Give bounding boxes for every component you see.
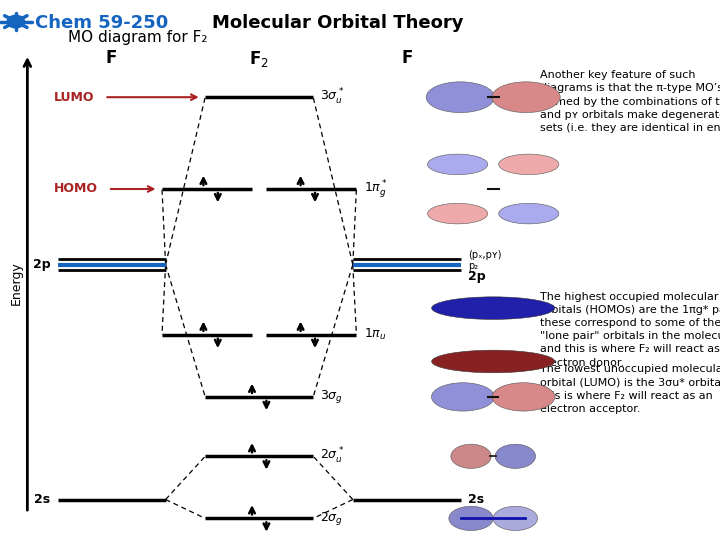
Ellipse shape	[432, 350, 554, 373]
Text: F: F	[106, 49, 117, 66]
Text: Molecular Orbital Theory: Molecular Orbital Theory	[212, 14, 464, 31]
Text: 3$\sigma_g$: 3$\sigma_g$	[320, 388, 343, 406]
Text: Another key feature of such
diagrams is that the π-type MO’s
formed by the combi: Another key feature of such diagrams is …	[540, 70, 720, 133]
Text: Chem 59-250: Chem 59-250	[35, 14, 168, 31]
Text: F: F	[401, 49, 413, 66]
Ellipse shape	[428, 204, 487, 224]
Text: Energy: Energy	[9, 261, 22, 306]
Text: 2$\sigma_g$: 2$\sigma_g$	[320, 510, 343, 527]
Ellipse shape	[492, 82, 560, 113]
Text: 2s: 2s	[35, 493, 50, 506]
Text: 2p: 2p	[33, 258, 50, 271]
Text: The highest occupied molecular
orbitals (HOMOs) are the 1πg* pair -
these corres: The highest occupied molecular orbitals …	[540, 292, 720, 368]
Text: LUMO: LUMO	[54, 91, 94, 104]
Text: MO diagram for F₂: MO diagram for F₂	[68, 30, 208, 45]
Text: 3$\sigma_u^*$: 3$\sigma_u^*$	[320, 87, 345, 107]
Text: 1$\pi_g^*$: 1$\pi_g^*$	[364, 178, 387, 200]
Text: The lowest unoccupied molecular
orbital (LUMO) is the 3σu* orbital -
this is whe: The lowest unoccupied molecular orbital …	[540, 364, 720, 414]
Text: HOMO: HOMO	[54, 183, 98, 195]
Ellipse shape	[431, 383, 495, 411]
Ellipse shape	[428, 154, 487, 174]
Ellipse shape	[426, 82, 495, 113]
Ellipse shape	[451, 444, 491, 468]
Ellipse shape	[493, 507, 538, 530]
Ellipse shape	[495, 444, 536, 468]
Text: 2s: 2s	[468, 493, 484, 506]
Text: F$_2$: F$_2$	[249, 49, 269, 69]
Text: p₂: p₂	[468, 261, 478, 271]
Ellipse shape	[499, 204, 559, 224]
Ellipse shape	[432, 297, 554, 319]
Text: 2p: 2p	[468, 270, 485, 283]
Circle shape	[6, 15, 25, 29]
Text: 2$\sigma_u^*$: 2$\sigma_u^*$	[320, 446, 345, 467]
Ellipse shape	[499, 154, 559, 174]
Text: (pₓ,pʏ): (pₓ,pʏ)	[468, 250, 502, 260]
Text: 1$\pi_u$: 1$\pi_u$	[364, 327, 386, 342]
Ellipse shape	[449, 507, 493, 530]
Ellipse shape	[492, 383, 555, 411]
